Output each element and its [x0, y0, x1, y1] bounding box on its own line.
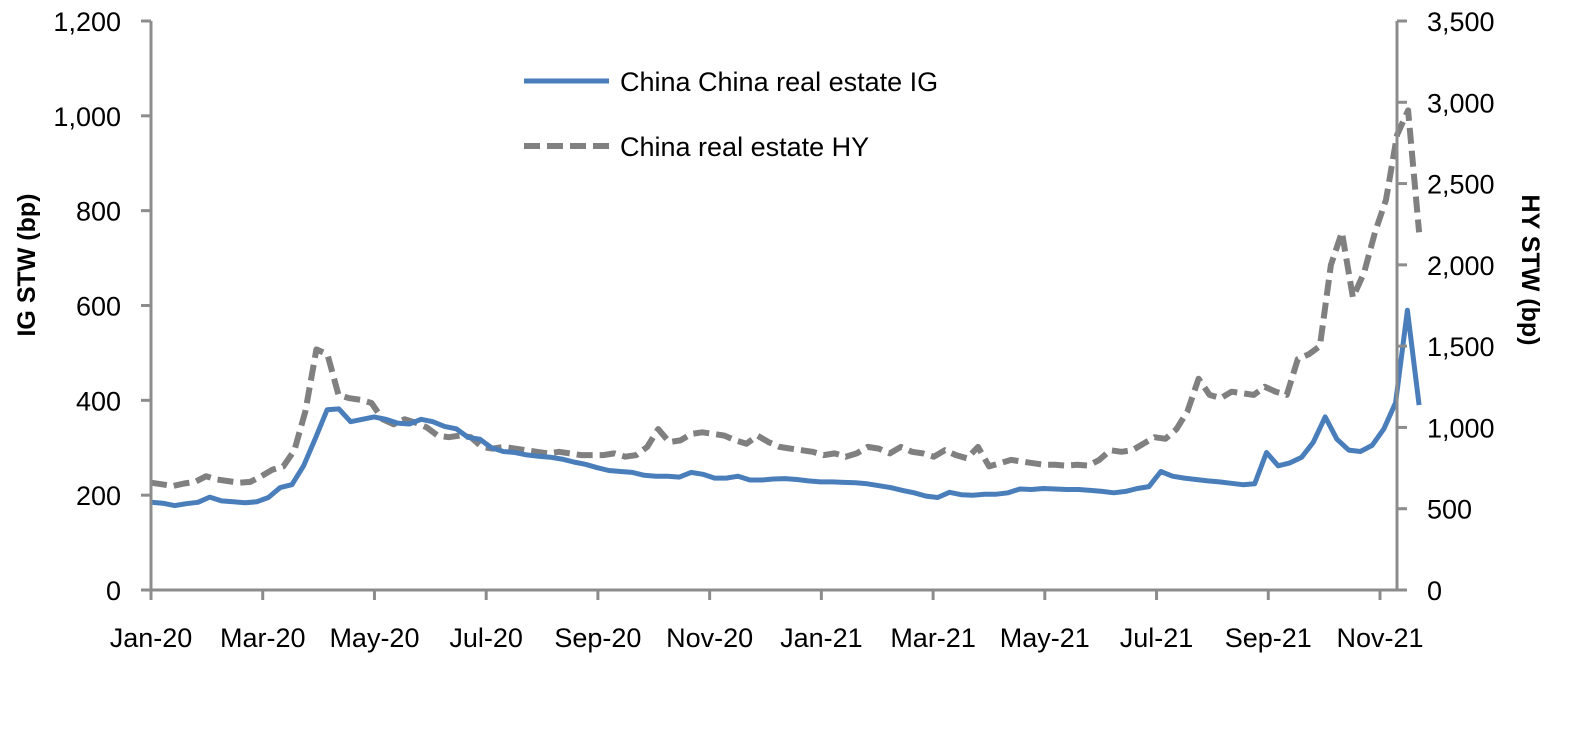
x-tick-label: Jul-20 [449, 623, 523, 653]
x-tick-label: Nov-20 [666, 623, 753, 653]
x-tick-label: Sep-21 [1225, 623, 1312, 653]
legend: China China real estate IG China real es… [524, 67, 938, 162]
right-y-tick-label: 1,500 [1427, 332, 1495, 362]
right-axis-title: HY STW (bp) [1516, 195, 1544, 346]
series-lines [150, 107, 1423, 509]
axes [141, 21, 1399, 592]
right-y-tick-label: 3,500 [1427, 7, 1495, 37]
legend-ig-label: China China real estate IG [620, 67, 938, 97]
right-y-tick-label: 1,000 [1427, 413, 1495, 443]
right-y-tick-label: 0 [1427, 576, 1442, 606]
x-tick-label: May-20 [329, 623, 419, 653]
ticks: 0 200 400 600 800 1,000 1,200 0 500 1,000 1,500 2,0… [53, 7, 1494, 653]
left-y-tick-label: 800 [76, 197, 121, 227]
left-axis-title: IG STW (bp) [13, 193, 41, 336]
right-y-tick-label: 3,000 [1427, 88, 1495, 118]
left-y-tick-label: 0 [106, 576, 121, 606]
x-tick-label: Mar-20 [220, 623, 306, 653]
left-y-tick-label: 200 [76, 481, 121, 511]
right-y-tick-label: 2,500 [1427, 170, 1495, 200]
x-tick-label: Jul-21 [1120, 623, 1194, 653]
x-tick-label: Mar-21 [890, 623, 976, 653]
left-y-tick-label: 400 [76, 386, 121, 416]
x-tick-label: Jan-20 [110, 623, 193, 653]
legend-hy-label: China real estate HY [620, 132, 869, 162]
x-tick-label: Jan-21 [780, 623, 863, 653]
series-line-hy [150, 107, 1423, 489]
x-tick-label: Nov-21 [1336, 623, 1423, 653]
right-y-tick-label: 2,000 [1427, 251, 1495, 281]
right-y-tick-label: 500 [1427, 495, 1472, 525]
left-y-tick-label: 1,200 [53, 7, 121, 37]
left-y-tick-label: 1,000 [53, 102, 121, 132]
x-tick-label: Sep-20 [554, 623, 641, 653]
left-y-tick-label: 600 [76, 292, 121, 322]
x-tick-label: May-21 [1000, 623, 1090, 653]
series-line-ig [150, 307, 1422, 509]
